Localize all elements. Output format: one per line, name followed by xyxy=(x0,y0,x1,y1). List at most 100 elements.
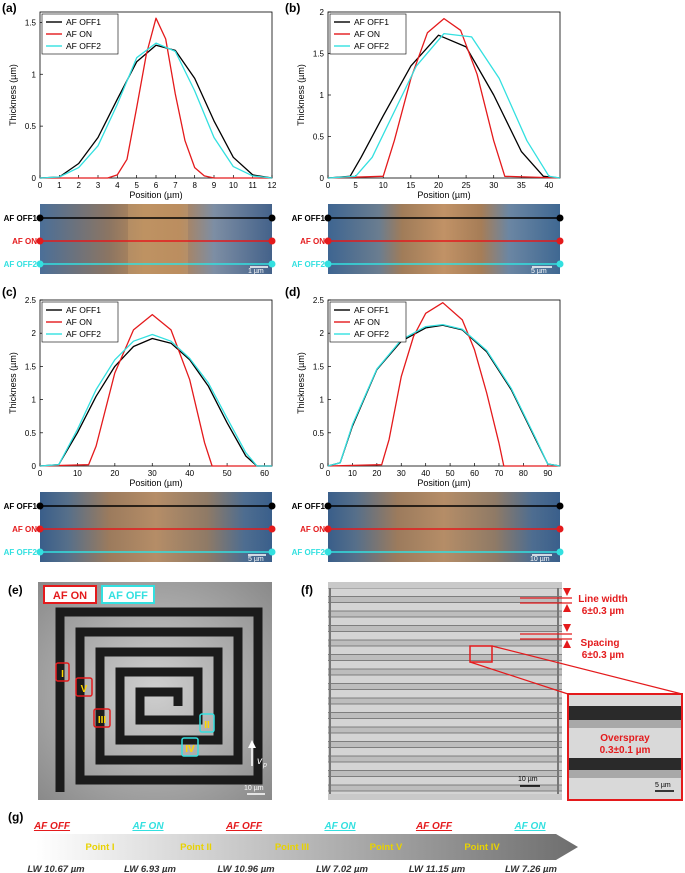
track-label: AF OFF2 xyxy=(4,260,38,269)
x-tick-label: 10 xyxy=(73,469,82,478)
x-tick-label: 30 xyxy=(148,469,157,478)
line-width-label: LW 7.26 µm xyxy=(505,864,557,873)
svg-text:I: I xyxy=(61,669,64,680)
y-tick-label: 2 xyxy=(320,8,325,17)
x-tick-label: 50 xyxy=(446,469,455,478)
panel-label-a: (a) xyxy=(2,1,17,15)
velocity-arrow: v p xyxy=(248,740,267,769)
x-tick-label: 4 xyxy=(115,181,120,190)
track-marker xyxy=(36,502,44,510)
track-marker xyxy=(36,260,44,268)
svg-text:1 µm: 1 µm xyxy=(248,268,264,275)
track-marker xyxy=(268,260,276,268)
scale-bar-a: 1 µm xyxy=(248,266,268,275)
svg-text:10 µm: 10 µm xyxy=(518,776,538,783)
series-line-2 xyxy=(327,17,561,179)
x-tick-label: 30 xyxy=(489,181,498,190)
svg-text:IV: IV xyxy=(185,744,195,755)
y-tick-label: 2 xyxy=(320,329,325,338)
panel-label-b: (b) xyxy=(285,1,300,15)
legend-entry: AF ON xyxy=(354,317,380,327)
line-width-title: Line width xyxy=(578,594,627,605)
spacing-value: 6±0.3 µm xyxy=(582,650,624,661)
y-tick-label: 1.5 xyxy=(313,362,325,371)
track-marker xyxy=(324,260,332,268)
x-tick-label: 0 xyxy=(326,469,331,478)
mode-label: AF OFF xyxy=(33,821,71,832)
y-tick-label: 2.5 xyxy=(25,296,37,305)
track-marker xyxy=(556,214,564,222)
spiral-point-markers: I V III II IV xyxy=(55,662,215,757)
timeline: AF OFF AF ON AF OFF AF ON AF OFF AF ON Point I… xyxy=(27,821,557,873)
svg-text:II: II xyxy=(204,720,210,731)
track-marker xyxy=(268,548,276,556)
x-tick-label: 0 xyxy=(326,181,331,190)
spiral-legend: AF ON AF OFF xyxy=(43,585,155,604)
legend-entry: AF OFF2 xyxy=(354,329,389,339)
point-label: Point II xyxy=(180,842,212,853)
y-axis-label: Thickness (µm) xyxy=(296,352,306,414)
track-label: AF OFF2 xyxy=(292,260,326,269)
x-tick-label: 30 xyxy=(397,469,406,478)
y-axis-label: Thickness (µm) xyxy=(8,64,18,126)
track-marker xyxy=(324,237,332,245)
track-marker xyxy=(36,214,44,222)
legend-entry: AF OFF2 xyxy=(66,41,101,51)
x-tick-label: 60 xyxy=(470,469,479,478)
legend-entry: AF OFF2 xyxy=(354,41,389,51)
series-line-2 xyxy=(39,313,272,467)
x-tick-label: 50 xyxy=(223,469,232,478)
legend: AF OFF1 AF ON AF OFF2 xyxy=(329,13,407,55)
line-width-value: 6±0.3 µm xyxy=(582,606,624,617)
x-tick-label: 0 xyxy=(38,469,43,478)
x-tick-label: 3 xyxy=(96,181,101,190)
series-line-1 xyxy=(39,337,272,467)
svg-text:5 µm: 5 µm xyxy=(655,782,671,789)
y-tick-label: 0.5 xyxy=(25,429,37,438)
track-marker xyxy=(268,502,276,510)
scale-bar-f: 10 µm xyxy=(518,776,540,787)
track-label: AF ON xyxy=(12,237,37,246)
overspray-inset: Overspray 0.3±0.1 µm 5 µm xyxy=(567,693,683,801)
panel-label-d: (d) xyxy=(285,285,300,299)
line-width-label: LW 10.67 µm xyxy=(27,864,85,873)
comb-micrograph xyxy=(328,582,683,800)
y-tick-label: 0.5 xyxy=(25,122,37,131)
y-tick-label: 1.5 xyxy=(313,50,325,59)
y-tick-label: 1 xyxy=(320,91,325,100)
mode-label: AF ON xyxy=(323,821,356,832)
x-tick-label: 5 xyxy=(134,181,139,190)
x-tick-label: 60 xyxy=(260,469,269,478)
series-line-3 xyxy=(327,323,561,467)
spacing-title: Spacing xyxy=(581,638,620,649)
x-tick-label: 35 xyxy=(517,181,526,190)
legend-entry: AF ON xyxy=(66,29,92,39)
svg-text:5 µm: 5 µm xyxy=(531,268,547,275)
scale-bar-e: 10 µm xyxy=(244,785,265,795)
panel-label-e: (e) xyxy=(8,583,23,597)
chart-d: 0 10 20 30 40 50 60 70 80 90 0 0.5 1 1.5 2 2.5 Position … xyxy=(296,296,561,488)
timeline-arrow xyxy=(36,834,578,860)
y-tick-label: 0 xyxy=(32,174,37,183)
mode-label: AF ON xyxy=(131,821,164,832)
track-label: AF ON xyxy=(300,237,325,246)
track-label: AF OFF2 xyxy=(4,548,38,557)
y-axis-label: Thickness (µm) xyxy=(296,64,306,126)
panel-label-c: (c) xyxy=(2,285,17,299)
x-tick-label: 10 xyxy=(348,469,357,478)
micrograph-tracks: AF OFF1 AF ON AF OFF2 AF OFF1 AF ON AF OFF2 AF… xyxy=(4,214,564,557)
y-axis-label: Thickness (µm) xyxy=(8,352,18,414)
y-tick-label: 2 xyxy=(32,329,37,338)
line-width-label: LW 6.93 µm xyxy=(124,864,176,873)
x-tick-label: 11 xyxy=(249,181,258,190)
track-marker xyxy=(556,237,564,245)
y-tick-label: 1.5 xyxy=(25,362,37,371)
track-label: AF OFF1 xyxy=(292,214,326,223)
track-marker xyxy=(556,525,564,533)
scale-bar-b: 5 µm xyxy=(531,266,552,275)
svg-text:10 µm: 10 µm xyxy=(530,556,550,563)
track-label: AF OFF1 xyxy=(292,502,326,511)
x-tick-label: 6 xyxy=(154,181,159,190)
